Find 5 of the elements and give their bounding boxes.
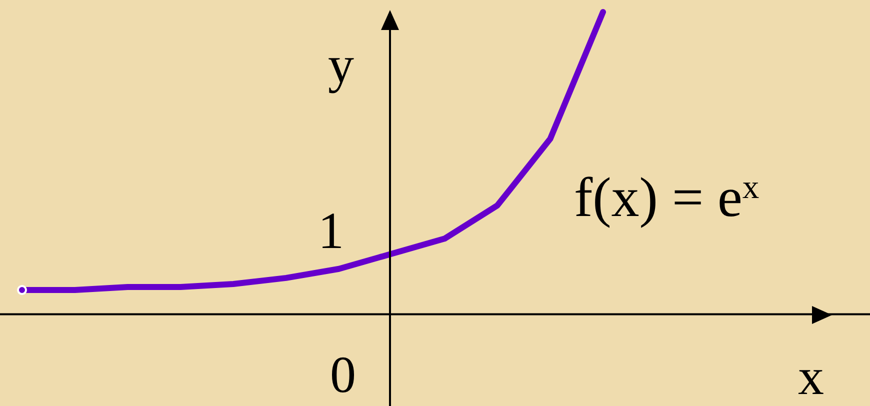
text: 0 [330,347,356,404]
x-axis-title: x [798,349,824,406]
annotation: f(x) = e$^{x}$ [574,167,760,229]
y-axis-title: y [328,37,354,94]
annotation: 1 [318,203,344,260]
